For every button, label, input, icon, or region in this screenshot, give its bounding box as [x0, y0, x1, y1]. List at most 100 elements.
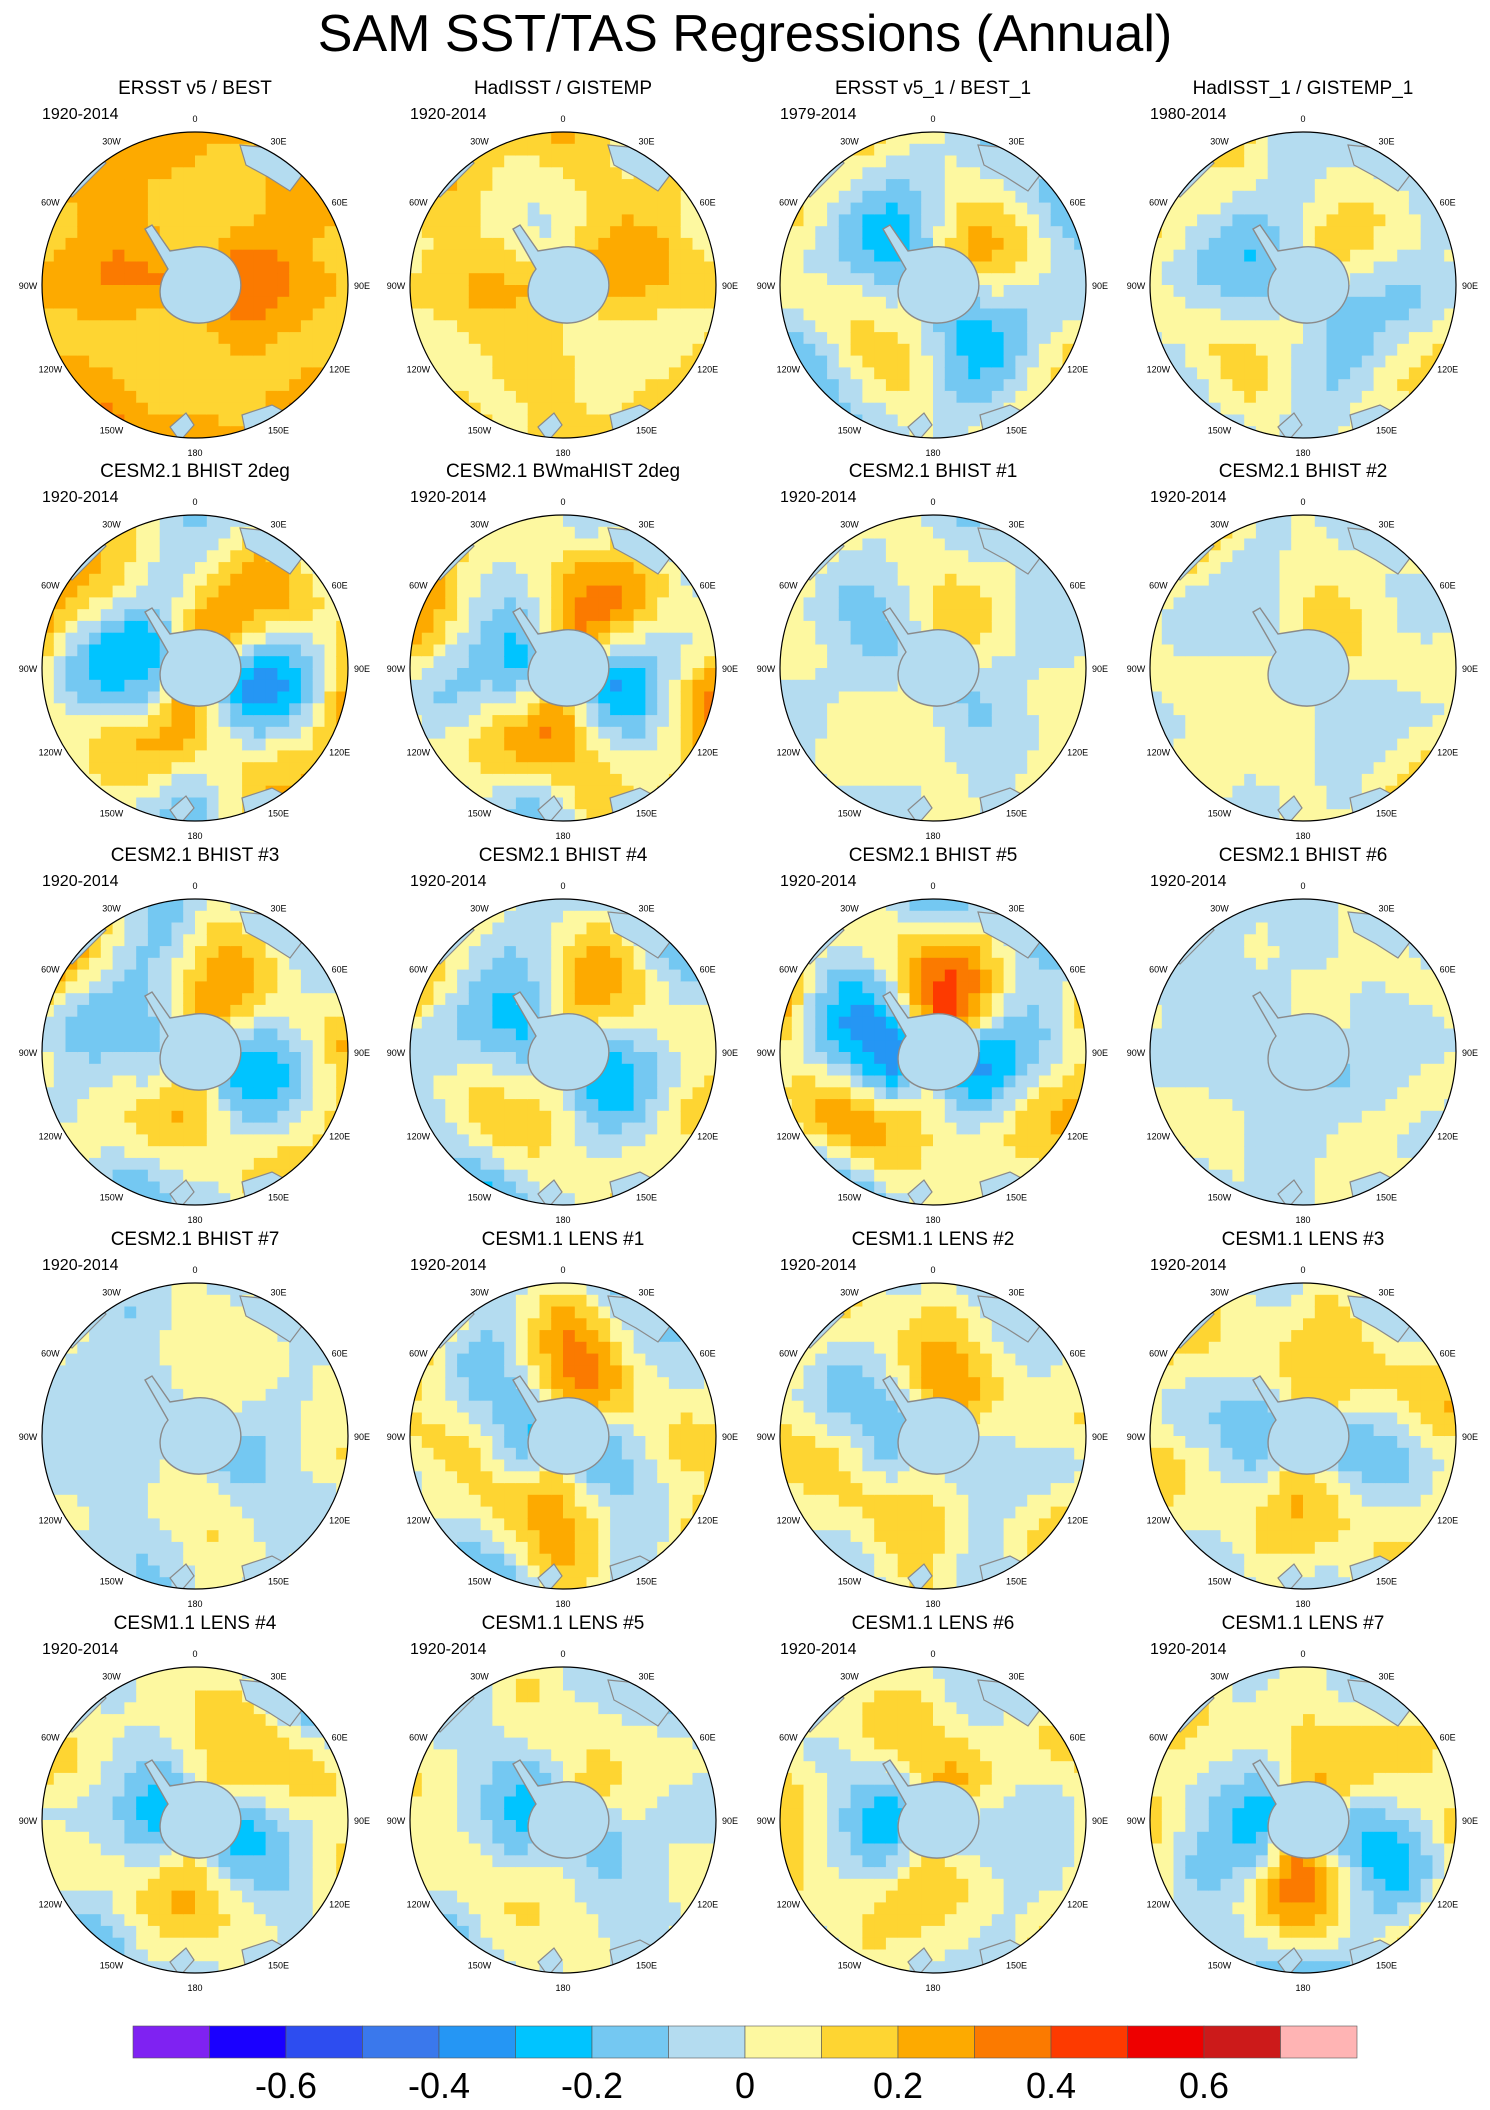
field-contours	[1150, 899, 1456, 1205]
longitude-label: 60W	[779, 581, 798, 591]
colorbar-swatch	[974, 2025, 1052, 2059]
longitude-label: 30W	[470, 1671, 489, 1681]
polar-stereographic-map: 0 30E 60E 90E 120E 150E 180 150W 120W 90W 60W 30W	[19, 1649, 370, 1992]
longitude-label: 0	[560, 1649, 565, 1659]
longitude-label: 120E	[697, 1900, 718, 1910]
longitude-label: 120E	[1067, 1132, 1088, 1142]
colorbar-tick-label: 0.4	[1026, 2065, 1076, 2106]
longitude-label: 180	[925, 1599, 940, 1608]
longitude-label: 60E	[332, 965, 348, 975]
panel-period: 1920-2014	[42, 106, 119, 123]
longitude-label: 180	[187, 1215, 202, 1224]
field-contours	[410, 515, 716, 821]
colorbar-swatch	[591, 2025, 669, 2059]
longitude-label: 30W	[470, 1287, 489, 1297]
longitude-label: 30W	[1210, 1287, 1229, 1297]
longitude-label: 30W	[840, 136, 859, 146]
longitude-label: 90W	[387, 1432, 406, 1442]
panel-title: CESM2.1 BHIST #4	[478, 845, 648, 866]
antarctica-landmass	[144, 1375, 242, 1475]
longitude-label: 30E	[1008, 136, 1024, 146]
field-contours	[42, 1667, 348, 1973]
longitude-label: 30W	[470, 136, 489, 146]
longitude-label: 30E	[270, 519, 286, 529]
longitude-label: 60W	[409, 1733, 428, 1743]
panel-title: HadISST_1 / GISTEMP_1	[1192, 78, 1414, 99]
longitude-label: 60E	[332, 1349, 348, 1359]
longitude-label: 30W	[1210, 1671, 1229, 1681]
longitude-label: 60E	[1070, 1733, 1086, 1743]
longitude-label: 0	[1300, 497, 1305, 507]
longitude-label: 60W	[779, 1733, 798, 1743]
longitude-label: 120W	[39, 1516, 63, 1526]
longitude-label: 90E	[722, 1432, 738, 1442]
panel-period: 1920-2014	[410, 873, 487, 890]
longitude-label: 60E	[700, 198, 716, 208]
longitude-label: 150E	[1006, 1577, 1027, 1587]
panel-period: 1920-2014	[780, 1641, 857, 1658]
antarctica-landmass	[882, 224, 980, 324]
field-contours	[780, 515, 1086, 821]
map-panel: HadISST / GISTEMP 0 30E 60E 90E 120E 150E 180 15…	[378, 77, 748, 459]
longitude-label: 0	[930, 1265, 935, 1275]
polar-stereographic-map: 0 30E 60E 90E 120E 150E 180 150W 120W 90W 60W 30W	[1127, 1649, 1478, 1992]
longitude-label: 30W	[102, 1671, 121, 1681]
map-panel: CESM2.1 BHIST #4 0 30E 60E 90E 120E 150E 180 150…	[378, 844, 748, 1226]
colorbar-swatch	[132, 2025, 210, 2059]
longitude-label: 60E	[332, 198, 348, 208]
longitude-label: 90E	[722, 1048, 738, 1058]
longitude-label: 150W	[838, 1961, 862, 1971]
longitude-label: 60W	[779, 198, 798, 208]
longitude-label: 180	[1295, 1599, 1310, 1608]
longitude-label: 150E	[268, 1577, 289, 1587]
longitude-label: 150W	[468, 1193, 492, 1203]
longitude-label: 30E	[1378, 136, 1394, 146]
colorbar-swatch	[362, 2025, 440, 2059]
polar-stereographic-map: 0 30E 60E 90E 120E 150E 180 150W 120W 90W 60W 30W	[387, 1265, 738, 1608]
panel-title: CESM2.1 BHIST #6	[1218, 845, 1388, 866]
longitude-label: 120W	[777, 1516, 801, 1526]
polar-stereographic-map: 0 30E 60E 90E 120E 150E 180 150W 120W 90W 60W 30W	[757, 1265, 1108, 1608]
map-panel: CESM2.1 BWmaHIST 2deg 0 30E 60E 90E 120E 150E 1…	[378, 460, 748, 842]
longitude-label: 30W	[102, 519, 121, 529]
antarctica-landmass	[1252, 607, 1350, 707]
longitude-label: 60E	[332, 581, 348, 591]
longitude-label: 120W	[407, 1132, 431, 1142]
map-panel: CESM2.1 BHIST #1 0 30E 60E 90E 120E 150E 180 150…	[748, 460, 1118, 842]
longitude-label: 60W	[1149, 198, 1168, 208]
longitude-label: 60W	[409, 965, 428, 975]
longitude-label: 120W	[407, 1900, 431, 1910]
panel-period: 1920-2014	[1150, 1257, 1227, 1274]
longitude-label: 0	[930, 114, 935, 124]
panel-period: 1920-2014	[780, 873, 857, 890]
longitude-label: 60E	[332, 1733, 348, 1743]
colorbar-tick-label: 0.6	[1179, 2065, 1229, 2106]
longitude-label: 150E	[636, 1961, 657, 1971]
longitude-label: 120E	[697, 748, 718, 758]
longitude-label: 90E	[1092, 281, 1108, 291]
longitude-label: 60W	[409, 581, 428, 591]
longitude-label: 120E	[697, 1516, 718, 1526]
field-contours	[780, 1283, 1086, 1589]
longitude-label: 90W	[1127, 664, 1146, 674]
longitude-label: 30E	[1008, 519, 1024, 529]
antarctica-landmass	[1252, 1759, 1350, 1859]
longitude-label: 150W	[1208, 1193, 1232, 1203]
longitude-label: 60E	[1440, 1349, 1456, 1359]
polar-stereographic-map: 0 30E 60E 90E 120E 150E 180 150W 120W 90W 60W 30W	[19, 881, 370, 1224]
map-panel: CESM2.1 BHIST 2deg 0 30E 60E 90E 120E 150E 180 1…	[10, 460, 380, 842]
longitude-label: 60E	[1070, 198, 1086, 208]
longitude-label: 90E	[1092, 1816, 1108, 1826]
longitude-label: 60W	[1149, 965, 1168, 975]
longitude-label: 150W	[838, 809, 862, 819]
longitude-label: 90W	[387, 1048, 406, 1058]
longitude-label: 150E	[1006, 1193, 1027, 1203]
longitude-label: 120W	[407, 365, 431, 375]
panel-title: CESM2.1 BHIST #1	[848, 461, 1018, 482]
field-contours	[780, 899, 1086, 1205]
longitude-label: 120W	[777, 365, 801, 375]
longitude-label: 60W	[41, 1349, 60, 1359]
panel-period: 1920-2014	[42, 873, 119, 890]
field-contours	[780, 132, 1086, 438]
longitude-label: 90W	[757, 281, 776, 291]
